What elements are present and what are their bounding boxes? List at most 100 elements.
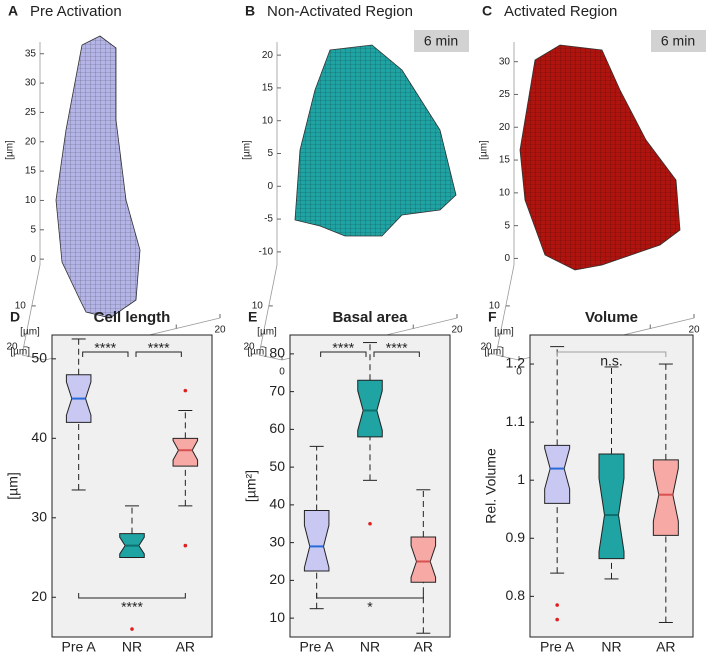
y-axis (21, 264, 41, 356)
y-axis-label: [µm²] (243, 470, 259, 502)
z-tick-label: 30 (499, 56, 511, 67)
y-tick-label: 20 (269, 571, 285, 587)
z-tick-label: 5 (504, 220, 510, 231)
significance-label: **** (94, 340, 116, 356)
badge-bg (414, 30, 469, 52)
y-tick-label: 20 (7, 341, 19, 352)
z-axis-label: [µm] (5, 140, 16, 160)
outlier (555, 603, 559, 607)
y-tick-label: 0.9 (506, 529, 526, 545)
z-tick-label: 10 (25, 195, 37, 206)
y-axis-label: [µm] (494, 327, 514, 338)
significance-label: **** (121, 599, 143, 615)
significance-label: n.s. (600, 353, 623, 369)
y-tick-label: 10 (252, 301, 264, 312)
chart-title: Volume (585, 309, 638, 326)
z-tick-label: 15 (499, 155, 511, 166)
panel-letter: C (482, 3, 492, 19)
panel-letter: E (248, 309, 257, 325)
y-tick-label: 20 (244, 341, 256, 352)
y-tick-label: 40 (269, 496, 285, 512)
significance-bracket (316, 593, 424, 599)
x-tick-label: AR (414, 639, 433, 655)
x-tick-label: AR (656, 639, 675, 655)
box (410, 536, 437, 583)
outlier (368, 521, 372, 526)
panel-title: Activated Region (504, 3, 617, 20)
outlier (183, 543, 188, 548)
x-tick-label: Pre A (540, 639, 575, 655)
cell-mesh (520, 45, 680, 270)
z-tick-label: 20 (499, 122, 511, 133)
x-tick-label: 20 (451, 325, 463, 336)
box (652, 459, 679, 536)
box (303, 510, 330, 572)
panel-letter: F (488, 309, 497, 325)
y-tick-label: 0.8 (506, 587, 526, 603)
panel-title: Non-Activated Region (267, 3, 413, 20)
x-axis-label: [µm] (247, 347, 267, 358)
panel-letter: A (8, 3, 18, 19)
x-axis-label: [µm] (484, 347, 504, 358)
y-tick-label: 1 (517, 471, 525, 487)
y-axis (258, 264, 278, 356)
z-tick-label: 25 (25, 107, 37, 118)
y-tick-label: 80 (269, 345, 285, 361)
box (598, 453, 625, 560)
z-axis-label: [µm] (242, 140, 253, 160)
y-tick-label: 30 (31, 508, 47, 524)
significance-label: **** (332, 340, 354, 356)
significance-bracket (373, 351, 420, 357)
y-axis-label: [µm] (20, 327, 40, 338)
badge: 6 min (661, 33, 695, 49)
box (172, 437, 199, 467)
z-tick-label: 5 (267, 148, 273, 159)
significance-label: **** (148, 340, 170, 356)
badge-bg (651, 30, 706, 52)
z-axis-label: [µm] (479, 140, 490, 160)
chart-title: Cell length (94, 309, 171, 326)
y-tick-label: 10 (489, 301, 501, 312)
x-tick-label: Pre A (300, 639, 335, 655)
x-tick-label: 0 (279, 367, 285, 378)
z-tick-label: 20 (262, 50, 274, 61)
outlier (130, 627, 134, 631)
outlier (183, 388, 188, 393)
x-tick-label: 20 (688, 325, 700, 336)
badge: 6 min (424, 33, 458, 49)
x-axis (258, 354, 283, 361)
y-tick-label: 20 (481, 341, 493, 352)
x-tick-label: NR (360, 639, 380, 655)
z-tick-label: 35 (25, 48, 37, 59)
y-axis-label: [µm] (5, 472, 21, 500)
y-tick-label: 1.2 (506, 355, 526, 371)
y-tick-label: 50 (269, 458, 285, 474)
y-axis-label: [µm] (257, 327, 277, 338)
significance-label: * (367, 599, 373, 615)
z-tick-label: 10 (262, 115, 274, 126)
significance-bracket (82, 351, 129, 357)
x-tick-label: 20 (214, 325, 226, 336)
z-tick-label: 10 (499, 187, 511, 198)
significance-label: **** (386, 340, 408, 356)
x-tick-label: Pre A (62, 639, 97, 655)
z-tick-label: 15 (25, 166, 37, 177)
z-tick-label: -5 (264, 214, 273, 225)
y-tick-label: 10 (15, 301, 27, 312)
z-tick-label: 0 (30, 254, 36, 265)
panel-letter: B (245, 3, 255, 19)
z-tick-label: -10 (259, 247, 274, 258)
x-tick-label: 0 (516, 367, 522, 378)
significance-bracket (78, 593, 186, 599)
y-tick-label: 60 (269, 420, 285, 436)
significance-bracket (556, 351, 667, 357)
x-tick-label: NR (601, 639, 621, 655)
panel-letter: D (10, 309, 20, 325)
x-axis-label: [µm] (10, 347, 30, 358)
significance-bracket (320, 351, 367, 357)
y-axis-label: Rel. Volume (483, 448, 499, 524)
x-axis (21, 354, 46, 361)
y-tick-label: 1.1 (506, 413, 526, 429)
z-tick-label: 0 (504, 253, 510, 264)
